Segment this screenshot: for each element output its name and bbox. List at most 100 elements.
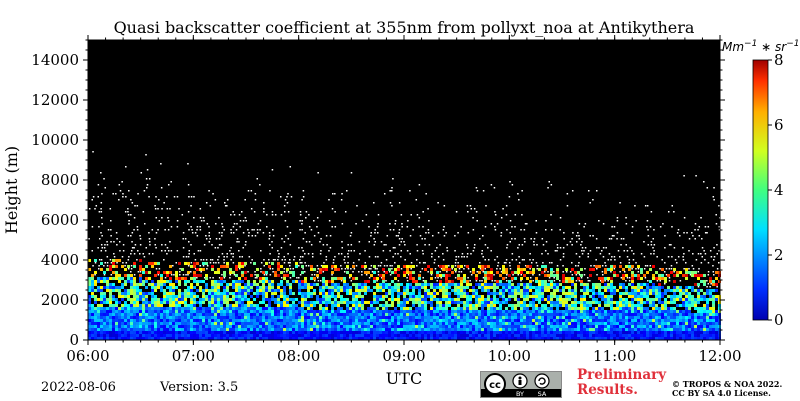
heat-cell — [352, 304, 355, 307]
heat-cell — [601, 271, 604, 273]
heat-cell — [94, 283, 97, 286]
heat-cell — [220, 283, 223, 286]
heat-cell — [580, 295, 583, 298]
heat-cell — [182, 256, 185, 258]
heat-cell — [347, 253, 349, 255]
heat-cell — [211, 268, 214, 271]
heat-cell — [496, 313, 499, 316]
heat-cell — [601, 280, 604, 283]
heat-cell — [424, 325, 427, 328]
heat-cell — [460, 328, 463, 331]
heat-cell — [469, 334, 472, 337]
heat-cell — [259, 277, 262, 280]
heat-cell — [451, 328, 454, 331]
heat-cell — [502, 325, 505, 328]
heat-cell — [142, 331, 145, 334]
heat-cell — [307, 286, 310, 289]
heat-cell — [472, 289, 475, 292]
heat-cell — [313, 292, 316, 295]
heat-cell — [487, 337, 490, 340]
heat-cell — [307, 334, 310, 337]
heat-cell — [451, 301, 454, 304]
heat-cell — [541, 319, 544, 322]
heat-cell — [301, 229, 303, 231]
heat-cell — [211, 316, 214, 319]
heat-cell — [340, 295, 343, 298]
heat-cell — [157, 280, 160, 283]
heat-cell — [220, 298, 223, 301]
heat-cell — [664, 310, 667, 313]
heat-cell — [313, 268, 316, 271]
heat-cell — [619, 337, 622, 340]
heat-cell — [158, 268, 161, 270]
heat-cell — [646, 331, 649, 334]
heat-cell — [565, 304, 568, 307]
heat-cell — [541, 289, 544, 292]
heat-cell — [451, 307, 454, 310]
heat-cell — [454, 277, 457, 279]
heat-cell — [301, 337, 304, 340]
heat-cell — [235, 229, 238, 231]
heat-cell — [289, 289, 292, 292]
heat-cell — [610, 271, 612, 273]
heat-cell — [619, 286, 622, 289]
heat-cell — [109, 295, 112, 298]
heat-cell — [457, 283, 460, 286]
heat-cell — [418, 289, 421, 292]
heat-cell — [391, 280, 394, 283]
heat-cell — [331, 265, 334, 268]
heat-cell — [370, 337, 373, 340]
heat-cell — [613, 256, 616, 258]
heat-cell — [475, 298, 478, 301]
heat-cell — [451, 322, 454, 325]
heat-cell — [509, 268, 512, 270]
heat-cell — [94, 298, 97, 301]
heat-cell — [127, 316, 130, 319]
heat-cell — [373, 310, 376, 313]
heat-cell — [457, 286, 460, 289]
heat-cell — [169, 292, 172, 295]
heat-cell — [548, 277, 551, 279]
heat-cell — [238, 265, 241, 268]
heat-cell — [151, 280, 154, 283]
heat-cell — [523, 259, 525, 261]
heat-cell — [631, 322, 634, 325]
heat-cell — [232, 310, 235, 313]
heat-cell — [391, 310, 394, 313]
heat-cell — [646, 322, 649, 325]
heat-cell — [454, 307, 457, 310]
heat-cell — [595, 298, 598, 301]
heat-cell — [613, 313, 616, 316]
heat-cell — [343, 331, 346, 334]
heat-cell — [487, 325, 490, 328]
heat-cell — [325, 259, 328, 261]
heat-cell — [296, 277, 298, 279]
heat-cell — [268, 307, 271, 310]
heat-cell — [319, 292, 322, 295]
heat-cell — [154, 274, 157, 277]
heat-cell — [299, 274, 302, 276]
heat-cell — [532, 259, 534, 261]
heat-cell — [616, 274, 619, 277]
heat-cell — [178, 334, 181, 337]
heat-cell — [512, 274, 514, 276]
heat-cell — [535, 322, 538, 325]
heat-cell — [184, 298, 187, 301]
heat-cell — [553, 310, 556, 313]
heat-cell — [497, 262, 500, 264]
heat-cell — [397, 328, 400, 331]
heat-cell — [682, 325, 685, 328]
heat-cell — [496, 337, 499, 340]
heat-cell — [205, 331, 208, 334]
heat-cell — [259, 301, 262, 304]
heat-cell — [437, 232, 440, 234]
heat-cell — [454, 322, 457, 325]
heat-cell — [553, 280, 556, 282]
heat-cell — [341, 241, 343, 243]
heat-cell — [652, 322, 655, 325]
heat-cell — [298, 277, 300, 279]
heat-cell — [373, 238, 375, 240]
heat-cell — [88, 277, 91, 280]
heat-cell — [376, 319, 379, 322]
heat-cell — [466, 265, 469, 268]
